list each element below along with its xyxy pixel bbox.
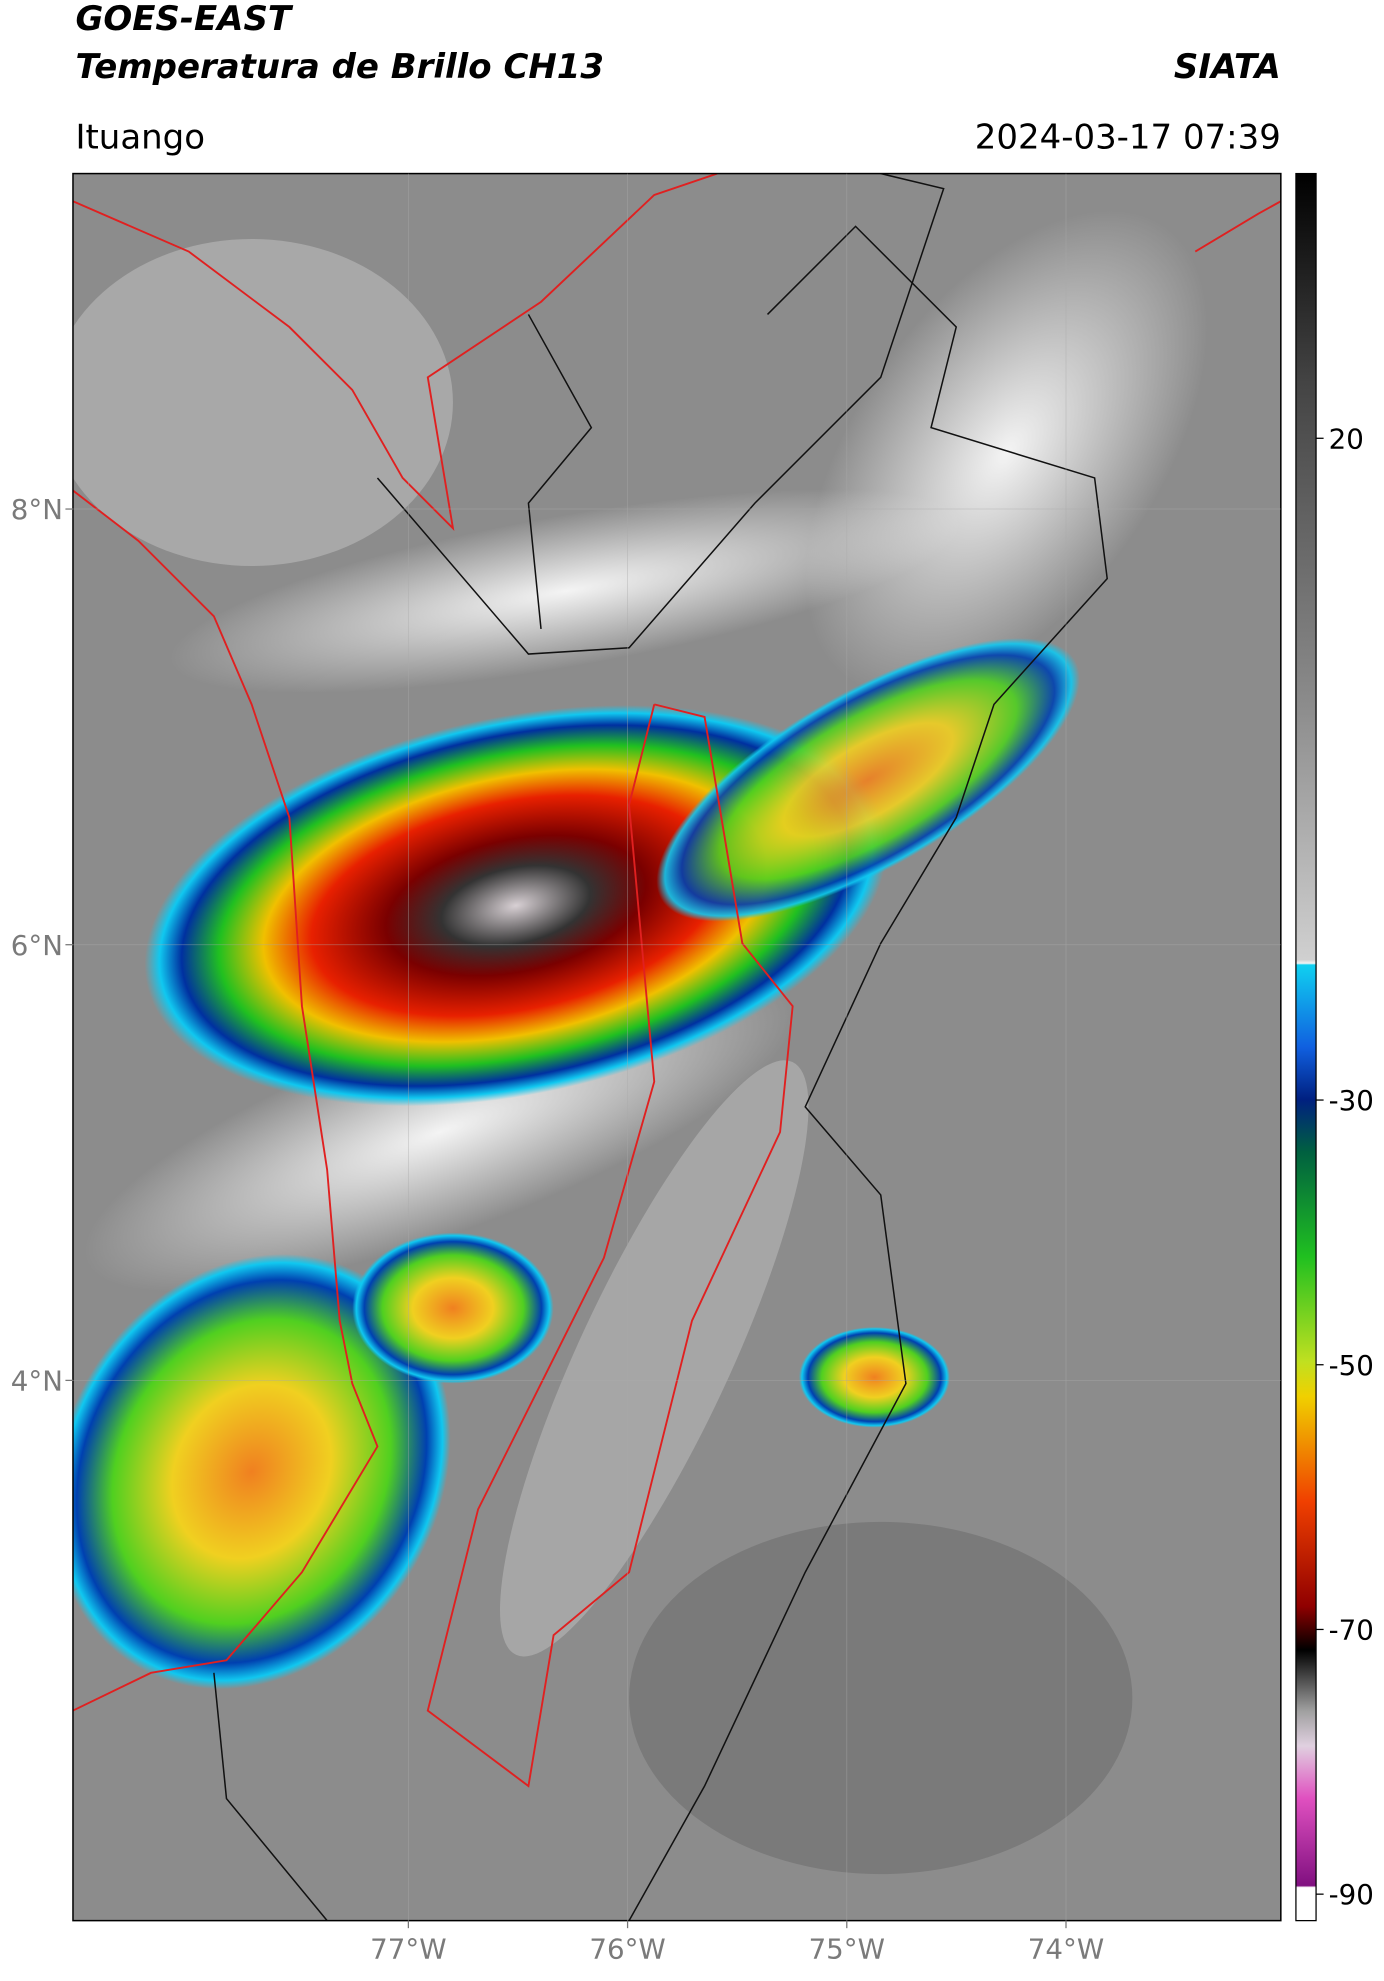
axes: 77°W 76°W 75°W 74°W 8°N 6°N 4°N 20 -30 -50 -70 -90 — [11, 173, 1374, 1965]
y-tick-label: 8°N — [11, 493, 63, 526]
subtitle: Temperatura de Brillo CH13 — [75, 47, 604, 87]
colorbar-tick-label: -30 — [1329, 1084, 1374, 1117]
agency: SIATA — [1174, 47, 1281, 87]
colorbar-tick-label: -70 — [1329, 1614, 1374, 1647]
map-frame — [72, 172, 1282, 1922]
colorbar-tick-label: -90 — [1329, 1878, 1374, 1911]
y-tick-label: 6°N — [11, 929, 63, 962]
x-tick-label: 77°W — [370, 1932, 446, 1965]
colorbar-tick-label: -50 — [1329, 1349, 1374, 1382]
location: Ituango — [75, 117, 205, 157]
x-tick-label: 74°W — [1028, 1932, 1104, 1965]
colorbar — [1295, 172, 1317, 1922]
y-tick-label: 4°N — [11, 1364, 63, 1397]
x-tick-label: 75°W — [809, 1932, 885, 1965]
x-tick-label: 76°W — [589, 1932, 665, 1965]
satellite-image — [72, 173, 1281, 1921]
datetime: 2024-03-17 07:39 — [975, 117, 1281, 157]
title: GOES-EAST — [75, 0, 293, 39]
colorbar-tick-label: 20 — [1329, 422, 1364, 455]
